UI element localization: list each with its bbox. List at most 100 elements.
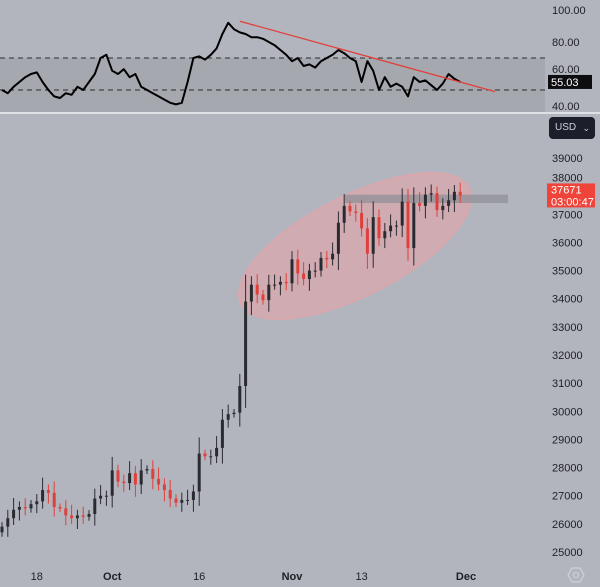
candle-body [75, 515, 79, 519]
candle-body [325, 257, 329, 260]
candle [93, 488, 97, 526]
candle [191, 484, 195, 512]
countdown-label: 03:00:47 [551, 196, 594, 208]
candle-body [226, 414, 230, 420]
candle [394, 220, 398, 236]
candle [302, 262, 306, 286]
candle [296, 249, 300, 285]
candle [23, 498, 27, 516]
candle-body [35, 501, 39, 505]
price-tick-label: 35000 [552, 266, 583, 278]
candle-body [365, 228, 369, 254]
candle [336, 211, 340, 271]
time-axis: 18 Oct 16 Nov 13 Dec [31, 571, 476, 583]
candle [383, 223, 387, 249]
price-tick-label: 37000 [552, 209, 583, 221]
time-tick-label: Dec [456, 571, 476, 583]
candle [389, 214, 393, 238]
candle [64, 500, 68, 526]
candle [0, 522, 4, 537]
candle-body [145, 468, 149, 471]
candle [319, 252, 323, 277]
price-tick-label: 27000 [552, 491, 583, 503]
rsi-tick-label: 40.00 [552, 101, 580, 113]
candle-body [458, 191, 462, 196]
price-tick-label: 28000 [552, 463, 583, 475]
candle [139, 459, 143, 495]
candle-body [383, 231, 387, 239]
candle [255, 274, 259, 304]
candle-body [261, 294, 265, 301]
candle-body [418, 203, 422, 206]
candle-body [389, 225, 393, 232]
candle [104, 490, 108, 506]
candle-body [336, 222, 340, 254]
candle-body [17, 506, 21, 510]
candle-body [296, 259, 300, 274]
candle [400, 188, 404, 238]
rsi-value-label: 55.03 [551, 77, 579, 89]
candle-body [400, 201, 404, 226]
candle [35, 494, 39, 514]
price-tick-label: 38000 [552, 172, 583, 184]
candle-body [162, 484, 166, 491]
candle [371, 201, 375, 268]
last-price-label: 37671 [551, 184, 582, 196]
candle-body [331, 253, 335, 260]
price-tick-label: 39000 [552, 153, 583, 165]
candle [99, 485, 103, 505]
candle [452, 185, 456, 213]
currency-selector[interactable]: USD ⌄ [549, 117, 595, 139]
candle [52, 481, 56, 517]
candle [215, 436, 219, 464]
candle-body [290, 259, 294, 284]
candle-body [29, 504, 33, 509]
candle-body [209, 456, 213, 458]
candle [180, 492, 184, 512]
candle-body [284, 281, 288, 284]
candle [174, 494, 178, 507]
price-tick-label: 32000 [552, 350, 583, 362]
candle-body [122, 481, 126, 484]
candle-body [342, 205, 346, 223]
candle [290, 251, 294, 292]
candle-body [116, 470, 120, 482]
candle [75, 509, 79, 529]
candle-body [174, 498, 178, 503]
price-tick-label: 30000 [552, 406, 583, 418]
candle-body [273, 284, 277, 286]
candle [122, 474, 126, 492]
candle-body [197, 453, 201, 492]
time-tick-label: 18 [31, 571, 43, 583]
candle [244, 274, 248, 408]
time-tick-label: 16 [193, 571, 205, 583]
candle [6, 509, 10, 537]
candle-body [348, 205, 352, 212]
candle [46, 484, 50, 504]
candle [128, 461, 132, 491]
candle [313, 262, 317, 278]
rsi-value-badge [548, 74, 592, 89]
time-tick-label: 13 [355, 571, 367, 583]
candle-body [81, 515, 85, 517]
candle-body [255, 284, 259, 295]
candle [307, 263, 311, 291]
rsi-trendline [239, 20, 496, 93]
rsi-band [0, 58, 545, 112]
candle-body [0, 526, 4, 533]
candle-body [435, 193, 439, 211]
candle [249, 276, 253, 316]
candle [331, 242, 335, 266]
candle [157, 467, 161, 491]
candle [186, 489, 190, 506]
price-tick-label: 26000 [552, 519, 583, 531]
settings-icon[interactable] [567, 567, 585, 583]
candle [441, 198, 445, 220]
candle [58, 503, 62, 513]
candle-body [41, 490, 45, 502]
candle [360, 199, 364, 237]
candle [447, 188, 451, 213]
candle-body [394, 225, 398, 227]
candle-body [302, 273, 306, 280]
